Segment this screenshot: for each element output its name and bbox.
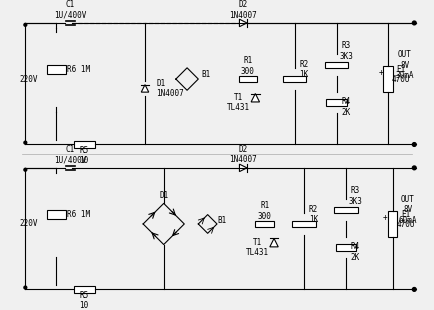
Text: R3
3K3: R3 3K3 (339, 41, 353, 61)
Circle shape (24, 168, 27, 171)
Text: R4
2K: R4 2K (342, 97, 351, 117)
Circle shape (412, 288, 416, 291)
Circle shape (412, 143, 416, 146)
Text: R6 1M: R6 1M (67, 210, 91, 219)
Bar (292, 221, 316, 227)
Text: E1
470U: E1 470U (397, 210, 415, 229)
Text: R3
3K3: R3 3K3 (349, 186, 362, 206)
Text: R6 1M: R6 1M (67, 65, 91, 74)
Text: R4
2K: R4 2K (351, 242, 360, 262)
Bar (283, 76, 306, 82)
Circle shape (412, 21, 416, 25)
Text: T1
TL431: T1 TL431 (227, 93, 250, 112)
Text: D2
1N4007: D2 1N4007 (229, 145, 257, 165)
Text: R1
300: R1 300 (258, 201, 272, 221)
Text: R2
1K: R2 1K (309, 205, 318, 224)
Text: R1
300: R1 300 (241, 56, 255, 76)
Text: R5
10: R5 10 (79, 146, 89, 166)
Text: T1
TL431: T1 TL431 (246, 238, 269, 257)
Polygon shape (240, 164, 247, 172)
Text: B1: B1 (201, 70, 210, 79)
Polygon shape (270, 238, 278, 247)
Bar (336, 244, 356, 250)
Text: 220V: 220V (20, 219, 38, 228)
Bar (325, 62, 349, 68)
Bar (326, 99, 347, 106)
Circle shape (24, 141, 27, 144)
Text: +: + (378, 68, 383, 77)
Text: D1: D1 (159, 191, 168, 201)
Bar (74, 141, 95, 148)
Bar (239, 76, 257, 82)
Text: D2
1N4007: D2 1N4007 (229, 0, 257, 20)
Bar (334, 207, 358, 213)
Text: +: + (383, 213, 388, 222)
Text: E1
470U: E1 470U (392, 65, 411, 84)
Text: R5
10: R5 10 (79, 291, 89, 310)
Bar (47, 65, 66, 74)
Text: 220V: 220V (20, 74, 38, 84)
Text: C1
1U/400V: C1 1U/400V (54, 145, 86, 165)
Text: R2
1K: R2 1K (299, 60, 309, 79)
Text: OUT
8V
30mA: OUT 8V 30mA (396, 50, 414, 80)
Circle shape (24, 24, 27, 26)
Text: OUT
8V
60mA: OUT 8V 60mA (398, 195, 417, 225)
Polygon shape (141, 85, 149, 92)
Circle shape (412, 166, 416, 170)
Bar (255, 221, 274, 227)
Text: D1
1N4007: D1 1N4007 (156, 79, 184, 98)
Bar (383, 66, 393, 92)
Polygon shape (251, 94, 260, 102)
Bar (74, 286, 95, 293)
Text: B1: B1 (217, 216, 226, 225)
Polygon shape (240, 19, 247, 27)
Text: C1
1U/400V: C1 1U/400V (54, 0, 86, 20)
Bar (47, 210, 66, 219)
Bar (388, 211, 398, 237)
Circle shape (24, 286, 27, 289)
